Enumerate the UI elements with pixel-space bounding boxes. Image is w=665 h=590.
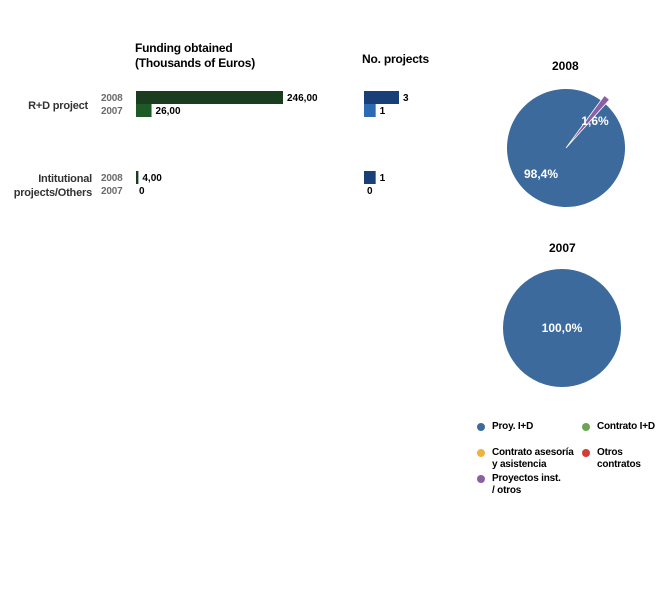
legend-swatch-otros: [582, 449, 590, 457]
legend: Proy. I+D Contrato I+D Contrato asesoría…: [477, 420, 665, 505]
legend-label-otros: Otros contratos: [597, 447, 641, 471]
legend-swatch-proy: [477, 423, 485, 431]
pie-2007-slice-label-proy: 100,0%: [542, 321, 583, 335]
row-label-institutional: Intitutional projects/Others: [4, 172, 93, 200]
funding-value-label-rd-2008: 246,00: [287, 93, 318, 104]
row-label-inst-line-2: projects/Others: [13, 187, 93, 199]
row-label-inst-line-1: Intitutional: [38, 173, 92, 185]
projects-value-label-rd-2008: 3: [403, 93, 409, 104]
legend-label-asesoria-line-2: y asistencia: [492, 459, 547, 470]
legend-label-inst-line-2: / otros: [492, 485, 522, 496]
year-label-inst-2007: 2007: [101, 186, 123, 197]
funding-value-label-inst-2007: 0: [139, 186, 145, 197]
projects-value-label-inst-2008: 1: [380, 173, 386, 184]
legend-swatch-inst: [477, 475, 485, 483]
pie-2008-slice-inst: [565, 95, 611, 149]
year-label-rd-2007: 2007: [101, 106, 123, 117]
funding-bar-rd-2007: [136, 104, 152, 117]
legend-swatch-contrato: [582, 423, 590, 431]
legend-label-asesoria: Contrato asesoría y asistencia: [492, 447, 574, 471]
funding-header: Funding obtained (Thousands of Euros): [135, 41, 255, 71]
projects-bar-inst-2008: [364, 171, 376, 184]
row-label-rd-line: R+D project: [28, 100, 88, 112]
pie-charts: 98,4% 1,6% 100,0%: [503, 88, 625, 387]
funding-header-line-2: (Thousands of Euros): [135, 56, 255, 70]
projects-value-label-rd-2007: 1: [380, 106, 386, 117]
year-label-inst-2008: 2008: [101, 173, 123, 184]
funding-bar-inst-2008: [136, 171, 139, 184]
pie-2007-slice-proy: [503, 269, 621, 387]
pie-2007-title: 2007: [549, 241, 576, 255]
funding-bar-rd-2008: [136, 91, 283, 104]
projects-header: No. projects: [362, 52, 429, 66]
pie-2008-slice-label-proy: 98,4%: [524, 167, 558, 181]
projects-value-label-inst-2007: 0: [367, 186, 373, 197]
projects-bar-rd-2008: [364, 91, 399, 104]
funding-value-label-inst-2008: 4,00: [142, 173, 162, 184]
legend-label-otros-line-1: Otros: [597, 447, 623, 458]
pie-2008-title: 2008: [552, 59, 579, 73]
legend-label-inst-line-1: Proyectos inst.: [492, 473, 561, 484]
legend-label-contrato: Contrato I+D: [597, 421, 655, 432]
legend-swatch-asesoria: [477, 449, 485, 457]
legend-label-inst: Proyectos inst. / otros: [492, 473, 561, 497]
pie-2008-slice-label-inst: 1,6%: [581, 114, 609, 128]
legend-label-proy: Proy. I+D: [492, 421, 534, 432]
row-label-rd: R+D project: [28, 99, 88, 113]
legend-label-asesoria-line-1: Contrato asesoría: [492, 447, 574, 458]
projects-bar-rd-2007: [364, 104, 376, 117]
legend-label-otros-line-2: contratos: [597, 459, 641, 470]
funding-header-line-1: Funding obtained: [135, 41, 233, 55]
funding-value-label-rd-2007: 26,00: [156, 106, 181, 117]
year-label-rd-2008: 2008: [101, 93, 123, 104]
